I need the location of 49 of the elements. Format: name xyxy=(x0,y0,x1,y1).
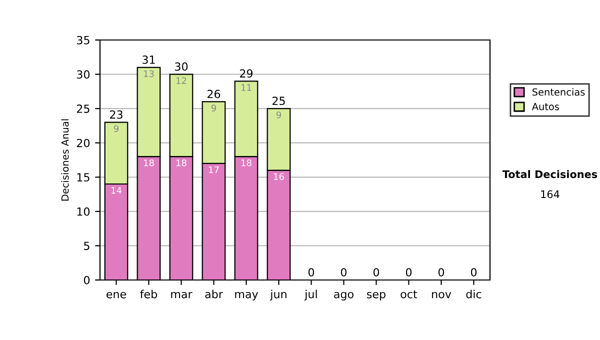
y-tick-label: 5 xyxy=(84,242,90,250)
x-tick-label: jul xyxy=(304,290,317,300)
legend-label: Sentencias xyxy=(532,88,585,96)
data-label: 12 xyxy=(176,77,186,84)
x-tick-label: nov xyxy=(432,292,452,298)
y-tick-label: 0 xyxy=(84,276,90,284)
total-label: 0 xyxy=(470,268,477,276)
x-tick-label: feb xyxy=(140,290,158,298)
y-tick-label: 10 xyxy=(77,207,90,216)
y-tick-label: 25 xyxy=(76,104,90,113)
total-label: 0 xyxy=(308,268,314,276)
text: Total Decisiones xyxy=(502,170,598,178)
total-label: 25 xyxy=(272,96,285,106)
y-tick-label: 20 xyxy=(76,138,90,148)
total-label: 0 xyxy=(406,268,412,276)
data-label: 11 xyxy=(242,84,252,91)
data-label: 17 xyxy=(209,166,219,174)
total-label: 26 xyxy=(207,90,220,98)
y-tick-label: 35 xyxy=(76,36,90,44)
legend-label: Autos xyxy=(532,103,560,110)
data-label: 18 xyxy=(242,159,252,166)
y-axis-title: Decisiones Anual xyxy=(61,119,69,201)
text: 164 xyxy=(541,190,560,198)
x-tick-label: sep xyxy=(367,292,386,300)
data-label: 18 xyxy=(144,159,154,166)
x-tick-label: abr xyxy=(205,290,223,298)
data-label: 9 xyxy=(276,111,281,118)
y-tick-label: 15 xyxy=(77,173,90,182)
data-label: 18 xyxy=(176,159,186,166)
x-tick-label: mar xyxy=(171,292,192,298)
data-label: 14 xyxy=(112,187,122,194)
total-label: 29 xyxy=(240,69,253,78)
total-label: 0 xyxy=(340,268,347,276)
y-tick-label: 30 xyxy=(76,70,90,79)
x-tick-label: may xyxy=(235,292,258,300)
total-label: 30 xyxy=(175,62,188,71)
x-tick-label: ago xyxy=(334,292,354,300)
total-label: 0 xyxy=(438,268,444,276)
data-label: 13 xyxy=(144,70,154,78)
data-label: 9 xyxy=(211,104,216,112)
total-label: 0 xyxy=(373,268,380,276)
x-tick-label: ene xyxy=(106,292,126,298)
data-label: 16 xyxy=(274,173,284,180)
total-label: 23 xyxy=(110,110,122,119)
data-label: 9 xyxy=(114,125,118,132)
x-tick-label: jun xyxy=(270,290,286,300)
x-tick-label: dic xyxy=(466,290,482,298)
total-label: 31 xyxy=(142,56,155,64)
x-tick-label: oct xyxy=(400,290,418,298)
